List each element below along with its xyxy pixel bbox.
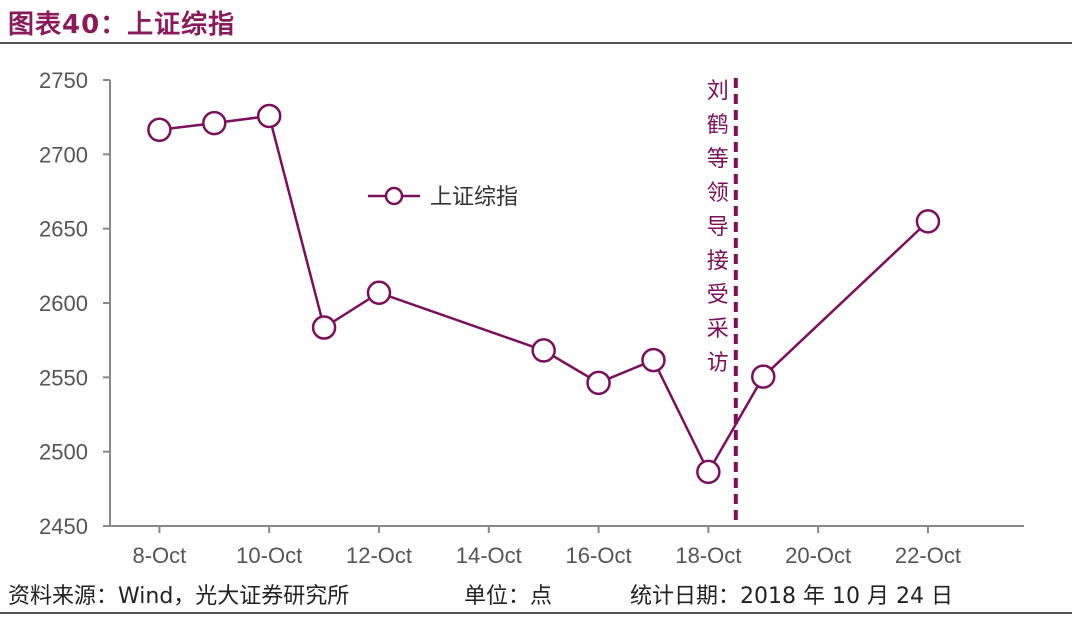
annotation-char: 领 — [707, 181, 729, 206]
data-point — [256, 103, 282, 129]
x-tick-label: 20-Oct — [785, 543, 851, 568]
footer: 资料来源：Wind，光大证券研究所 单位：点 统计日期：2018 年 10 月 … — [8, 576, 1068, 610]
data-point — [202, 110, 227, 136]
legend-label: 上证综指 — [430, 185, 518, 210]
legend-marker — [384, 186, 404, 206]
unit-note: 单位：点 — [464, 584, 553, 609]
x-tick-label: 12-Oct — [346, 543, 412, 568]
data-point — [750, 364, 776, 389]
annotation-char: 等 — [707, 147, 729, 172]
title-bar: 图表40：上证综指 — [0, 0, 1072, 44]
date-note: 统计日期：2018 年 10 月 24 日 — [630, 584, 953, 609]
data-point — [366, 280, 392, 305]
annotation-char: 导 — [707, 215, 729, 240]
y-tick-label: 2750 — [39, 68, 88, 93]
series-line — [159, 114, 929, 475]
y-tick-label: 2550 — [39, 365, 88, 390]
chart-title: 图表40：上证综指 — [8, 10, 236, 40]
annotation-char: 采 — [707, 317, 729, 342]
y-tick-label: 2600 — [39, 291, 88, 316]
x-tick-label: 14-Oct — [456, 543, 522, 568]
annotation-char: 访 — [707, 351, 729, 376]
data-point — [147, 117, 172, 143]
y-tick-label: 2700 — [39, 142, 88, 167]
y-tick-label: 2500 — [39, 440, 88, 465]
data-point — [641, 347, 666, 373]
x-tick-label: 22-Oct — [895, 543, 961, 568]
line-chart: 2450 2500 2550 2600 2650 2700 2750 8-Oct 10-Oct 1… — [39, 68, 1024, 568]
data-point — [586, 370, 611, 396]
x-tick-label: 8-Oct — [133, 543, 187, 568]
x-tick-label: 16-Oct — [566, 543, 632, 568]
annotation-char: 刘 — [707, 79, 729, 104]
x-tick-label: 10-Oct — [236, 543, 302, 568]
data-point — [696, 459, 721, 485]
x-tick-label: 18-Oct — [675, 543, 741, 568]
source-note: 资料来源：Wind，光大证券研究所 — [8, 584, 350, 609]
data-point — [915, 209, 941, 234]
annotation-char: 接 — [707, 249, 729, 274]
y-tick-label: 2650 — [39, 217, 88, 242]
bottom-rule — [0, 612, 1072, 614]
annotation-char: 受 — [707, 283, 729, 308]
data-point — [311, 315, 337, 340]
annotation-char: 鹤 — [707, 113, 729, 138]
y-tick-label: 2450 — [39, 514, 88, 539]
data-point — [531, 338, 556, 363]
